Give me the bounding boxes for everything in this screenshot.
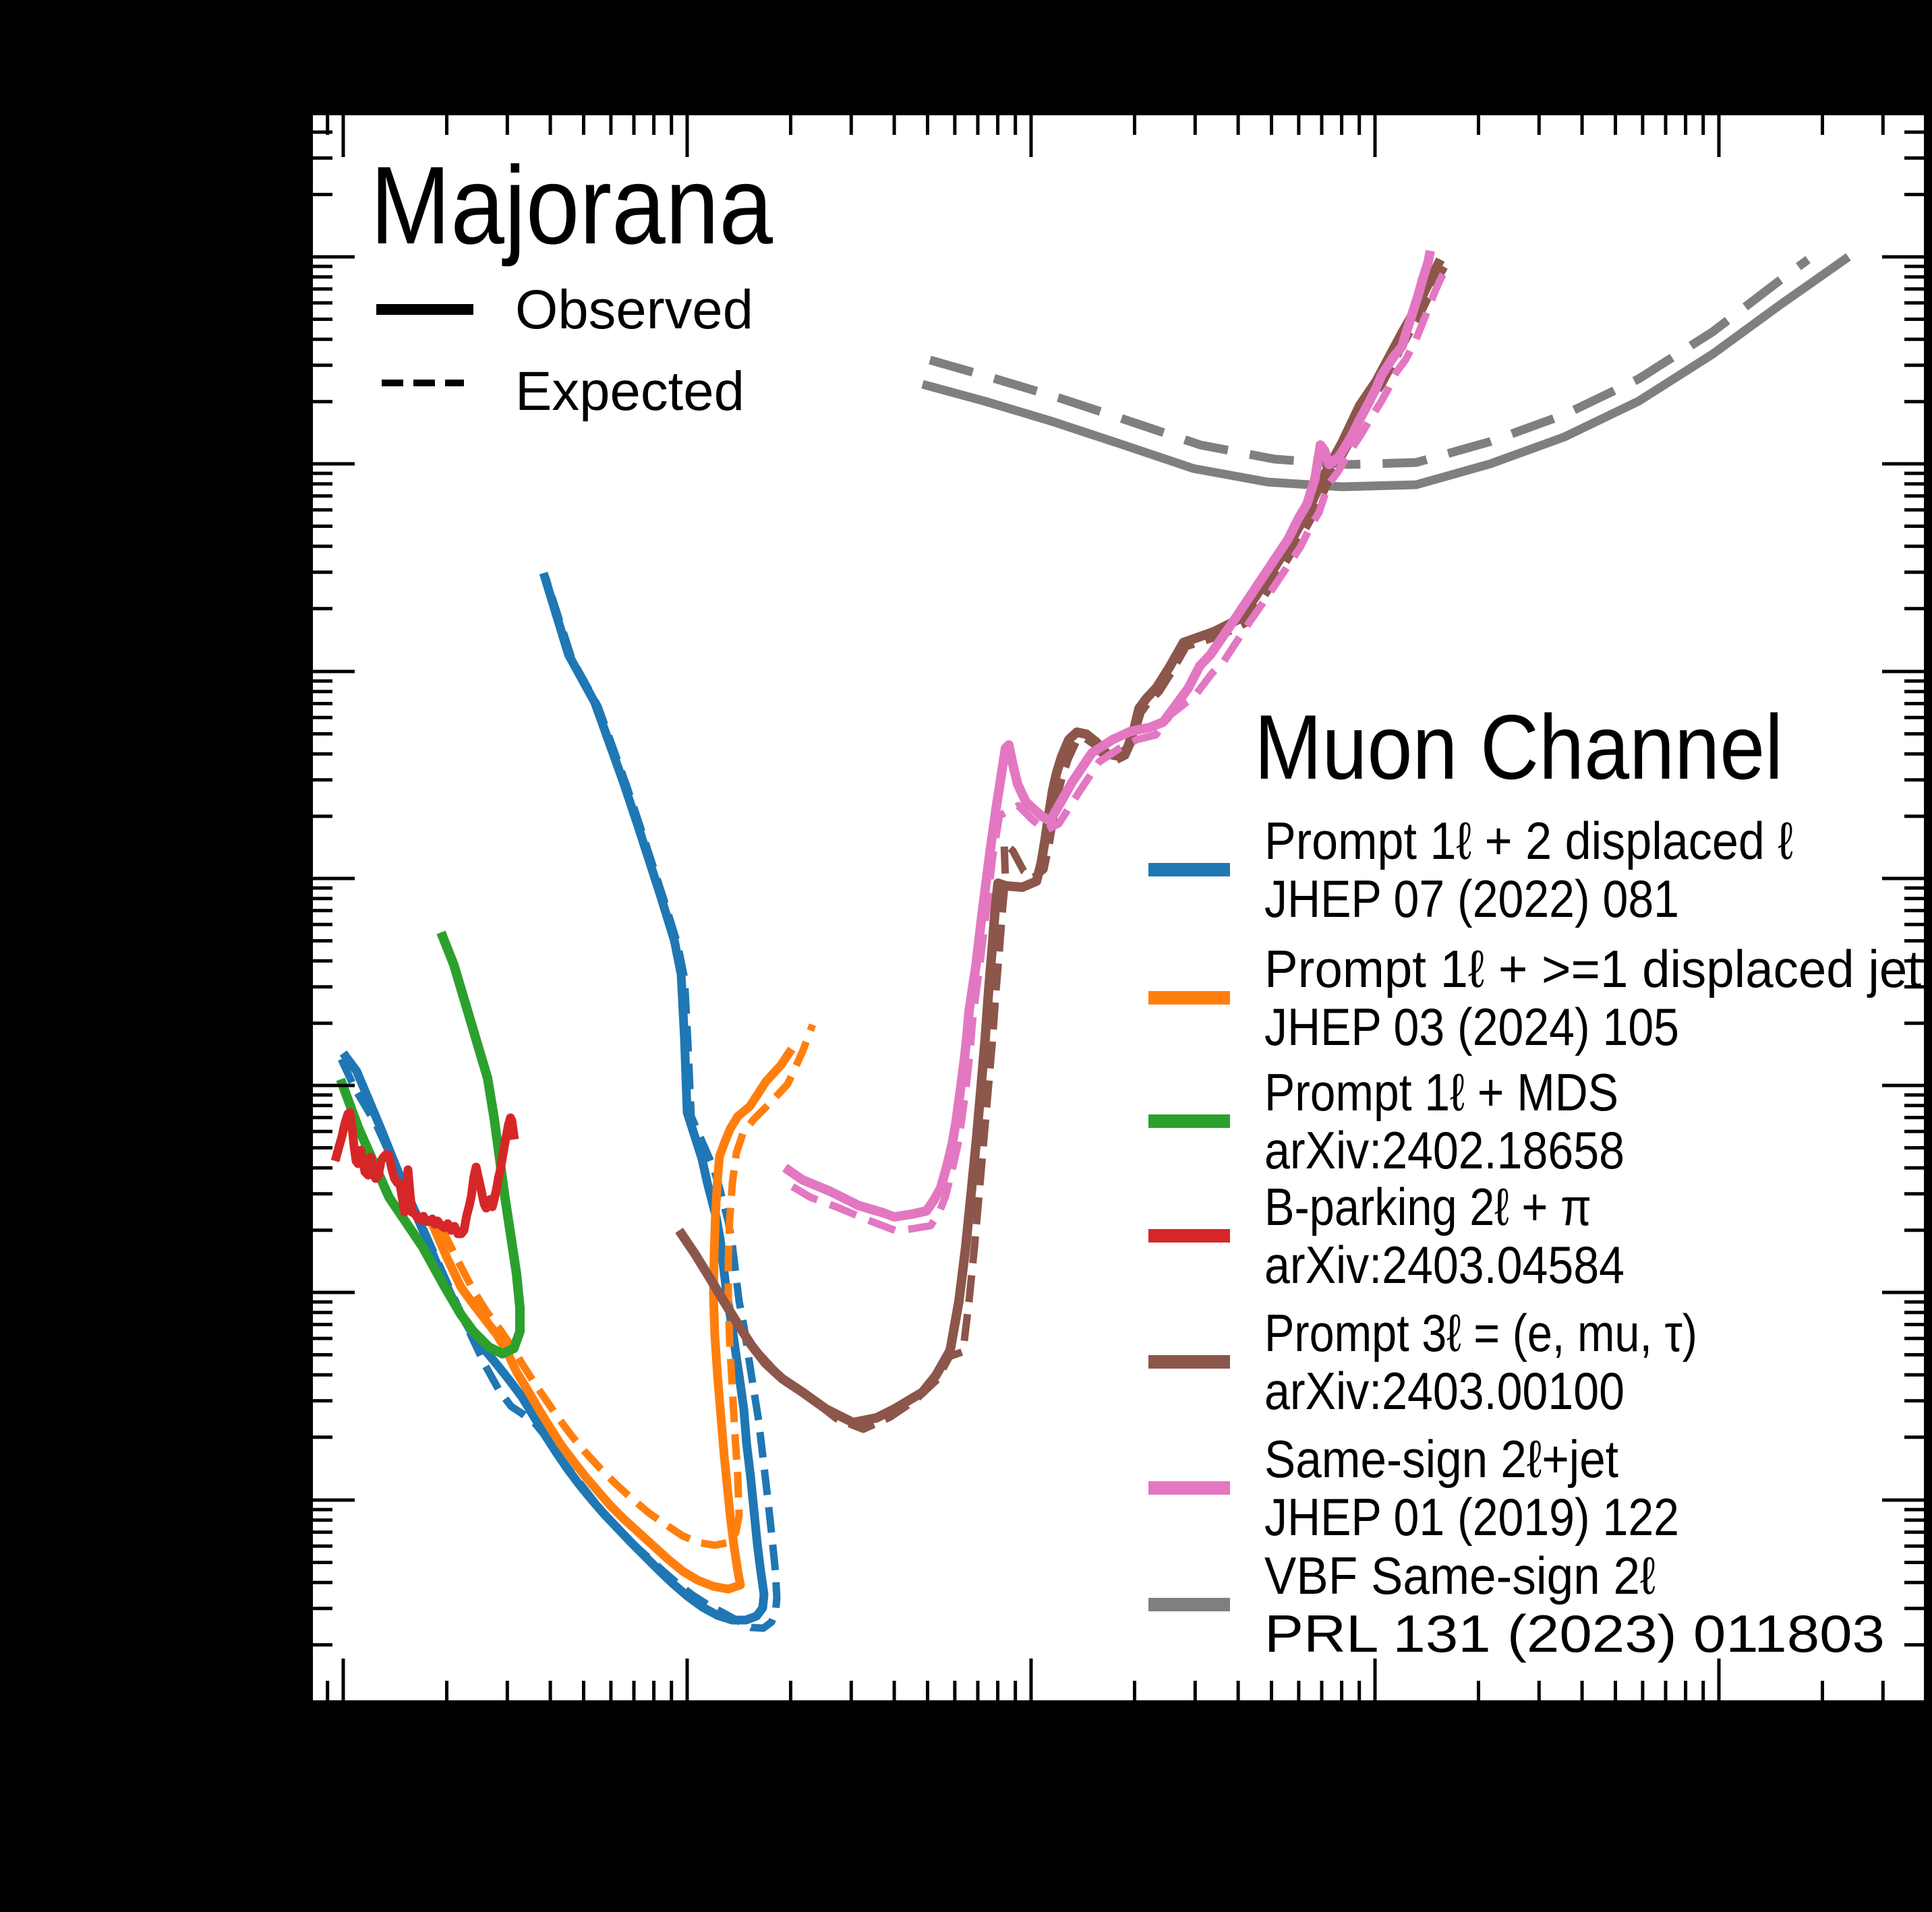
svg-text:Prompt 1ℓ + 2 displaced ℓ: Prompt 1ℓ + 2 displaced ℓ: [1264, 811, 1793, 870]
svg-text:arXiv:2403.04584: arXiv:2403.04584: [1264, 1235, 1624, 1294]
svg-text:Muon Channel: Muon Channel: [1254, 696, 1783, 798]
svg-text:Prompt 3ℓ = (e, mu, τ): Prompt 3ℓ = (e, mu, τ): [1264, 1303, 1697, 1363]
svg-text:Expected: Expected: [515, 361, 744, 422]
svg-text:arXiv:2403.00100: arXiv:2403.00100: [1264, 1361, 1624, 1421]
svg-text:Prompt 1ℓ + >=1 displaced jet: Prompt 1ℓ + >=1 displaced jet: [1264, 939, 1921, 998]
svg-text:JHEP 01 (2019) 122: JHEP 01 (2019) 122: [1264, 1487, 1679, 1547]
svg-text:PRL 131 (2023) 011803: PRL 131 (2023) 011803: [1264, 1604, 1885, 1663]
svg-text:Majorana: Majorana: [370, 144, 773, 267]
svg-text:JHEP 07 (2022) 081: JHEP 07 (2022) 081: [1264, 869, 1679, 928]
svg-text:JHEP 03 (2024) 105: JHEP 03 (2024) 105: [1264, 997, 1679, 1056]
svg-text:Observed: Observed: [515, 279, 753, 340]
svg-text:VBF Same-sign 2ℓ: VBF Same-sign 2ℓ: [1264, 1546, 1656, 1605]
svg-text:arXiv:2402.18658: arXiv:2402.18658: [1264, 1121, 1624, 1180]
svg-text:B-parking 2ℓ + π: B-parking 2ℓ + π: [1264, 1177, 1591, 1236]
svg-text:Same-sign 2ℓ+jet: Same-sign 2ℓ+jet: [1264, 1429, 1618, 1489]
svg-text:Prompt 1ℓ + MDS: Prompt 1ℓ + MDS: [1264, 1063, 1618, 1122]
